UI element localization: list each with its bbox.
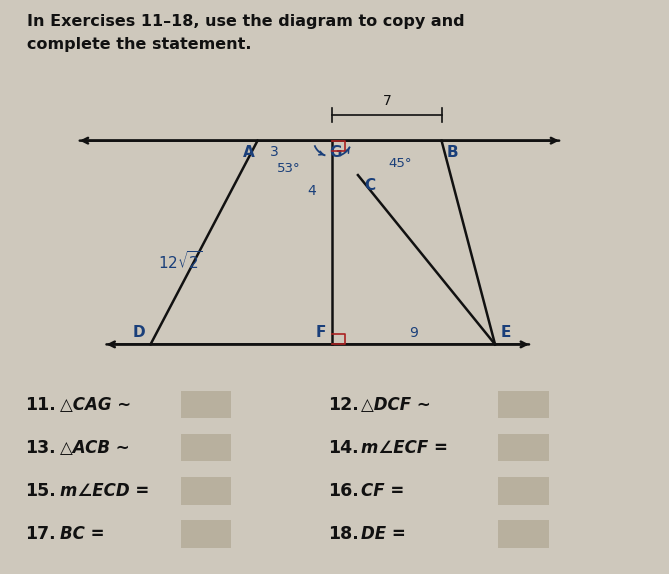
Text: E: E bbox=[500, 325, 511, 340]
FancyBboxPatch shape bbox=[498, 477, 549, 505]
FancyBboxPatch shape bbox=[181, 520, 231, 548]
Text: 9: 9 bbox=[409, 326, 418, 340]
Text: G: G bbox=[329, 145, 342, 160]
FancyBboxPatch shape bbox=[181, 477, 231, 505]
Text: C: C bbox=[365, 178, 376, 193]
Text: B: B bbox=[447, 145, 458, 160]
Text: m∠ECF =: m∠ECF = bbox=[361, 439, 448, 457]
Text: 7: 7 bbox=[383, 94, 391, 108]
FancyBboxPatch shape bbox=[498, 520, 549, 548]
Text: D: D bbox=[132, 325, 145, 340]
Text: 13.: 13. bbox=[25, 439, 56, 457]
Text: $12\sqrt{2}$: $12\sqrt{2}$ bbox=[159, 250, 203, 272]
FancyBboxPatch shape bbox=[498, 391, 549, 418]
FancyBboxPatch shape bbox=[181, 391, 231, 418]
FancyBboxPatch shape bbox=[498, 434, 549, 461]
Text: 3: 3 bbox=[270, 145, 278, 159]
Text: △ACB ∼: △ACB ∼ bbox=[60, 439, 130, 457]
Text: 53°: 53° bbox=[277, 162, 300, 174]
Text: △CAG ∼: △CAG ∼ bbox=[60, 395, 131, 414]
Text: F: F bbox=[315, 325, 326, 340]
Text: A: A bbox=[242, 145, 254, 160]
Text: DE =: DE = bbox=[361, 525, 406, 543]
Text: BC =: BC = bbox=[60, 525, 105, 543]
Text: 16.: 16. bbox=[328, 482, 359, 500]
Text: 15.: 15. bbox=[25, 482, 56, 500]
Text: 17.: 17. bbox=[25, 525, 56, 543]
Text: complete the statement.: complete the statement. bbox=[27, 37, 252, 52]
Text: 45°: 45° bbox=[388, 157, 411, 170]
Text: △DCF ∼: △DCF ∼ bbox=[361, 395, 431, 414]
Text: m∠ECD =: m∠ECD = bbox=[60, 482, 149, 500]
Text: In Exercises 11–18, use the diagram to copy and: In Exercises 11–18, use the diagram to c… bbox=[27, 14, 464, 29]
FancyBboxPatch shape bbox=[181, 434, 231, 461]
Text: 12.: 12. bbox=[328, 395, 359, 414]
Text: CF =: CF = bbox=[361, 482, 405, 500]
Text: 11.: 11. bbox=[25, 395, 56, 414]
Text: 14.: 14. bbox=[328, 439, 359, 457]
Text: 18.: 18. bbox=[328, 525, 359, 543]
Text: 4: 4 bbox=[307, 184, 316, 197]
